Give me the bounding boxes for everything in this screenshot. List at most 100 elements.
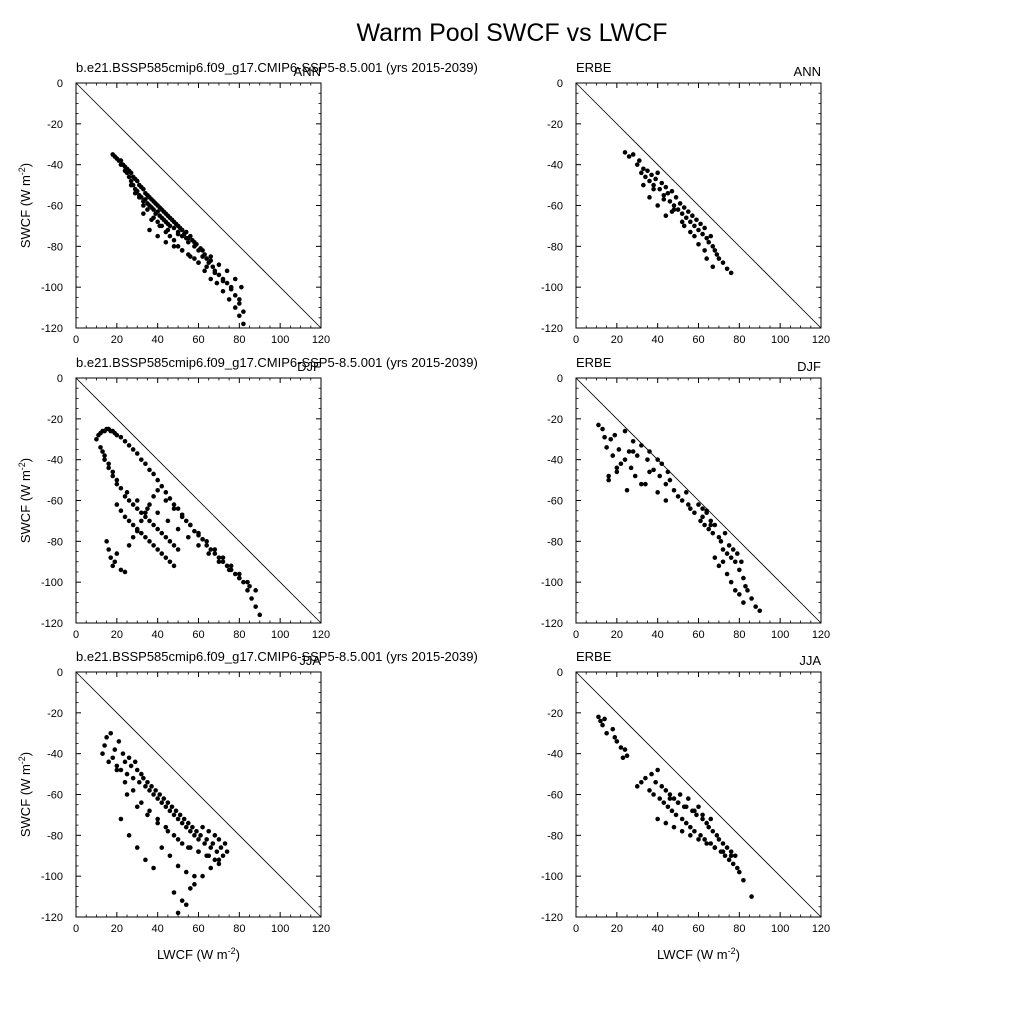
data-point xyxy=(220,288,226,294)
data-point xyxy=(688,229,693,235)
data-point xyxy=(216,272,222,278)
data-point xyxy=(175,863,181,869)
data-point xyxy=(206,828,212,834)
data-point xyxy=(157,792,163,797)
data-point xyxy=(698,221,703,227)
data-point xyxy=(128,170,134,176)
data-point xyxy=(118,767,124,773)
data-point xyxy=(622,150,628,155)
y-tick-label: -20 xyxy=(547,119,563,131)
data-point xyxy=(673,812,679,818)
data-point xyxy=(171,563,177,569)
data-point xyxy=(114,763,120,769)
data-point xyxy=(130,788,136,793)
data-point xyxy=(708,522,714,528)
data-point xyxy=(157,223,163,229)
data-point xyxy=(130,522,136,528)
data-point xyxy=(155,477,160,483)
data-point xyxy=(239,284,244,290)
x-tick-label: 120 xyxy=(312,334,330,346)
data-point xyxy=(657,796,663,801)
y-tick-label: -100 xyxy=(41,282,63,294)
data-point xyxy=(198,833,203,838)
panel-left-label: ERBE xyxy=(576,355,612,370)
data-point xyxy=(734,551,740,556)
data-point xyxy=(720,260,726,265)
y-tick-label: -60 xyxy=(547,201,563,213)
data-point xyxy=(704,841,709,846)
data-point xyxy=(167,559,173,565)
y-tick-label: -100 xyxy=(541,871,563,883)
data-point xyxy=(714,252,720,257)
data-point xyxy=(600,722,605,728)
data-point xyxy=(636,158,642,163)
y-axis-title: SWCF (W m-2) xyxy=(17,163,33,248)
data-point xyxy=(214,849,220,854)
data-point xyxy=(237,575,242,581)
y-axis-title: SWCF (W m-2) xyxy=(17,752,33,837)
data-point xyxy=(141,203,146,208)
data-point xyxy=(179,248,185,253)
data-point xyxy=(183,518,189,524)
data-point xyxy=(202,252,207,257)
data-point xyxy=(165,828,171,834)
data-point xyxy=(657,473,663,479)
data-point xyxy=(726,857,732,863)
data-point xyxy=(712,555,718,560)
data-point xyxy=(204,837,209,842)
data-point xyxy=(147,788,152,793)
data-point xyxy=(151,792,156,797)
y-tick-label: -20 xyxy=(47,708,63,720)
data-point xyxy=(737,592,742,597)
data-point xyxy=(728,853,734,859)
data-point xyxy=(645,168,650,174)
y-tick-label: 0 xyxy=(557,667,563,679)
y-tick-label: -120 xyxy=(541,323,563,335)
data-point xyxy=(134,178,140,184)
data-point xyxy=(622,457,628,462)
data-point xyxy=(726,543,732,548)
data-point xyxy=(128,178,134,184)
data-point xyxy=(155,219,160,225)
data-point xyxy=(702,248,707,253)
data-point xyxy=(145,779,150,785)
data-point xyxy=(136,779,142,785)
data-point xyxy=(147,539,152,544)
data-point xyxy=(720,849,726,854)
data-point xyxy=(118,567,124,573)
data-point xyxy=(224,280,230,286)
data-point xyxy=(196,543,201,548)
data-point xyxy=(155,487,160,493)
data-point xyxy=(179,514,185,520)
x-tick-label: 60 xyxy=(192,629,204,641)
data-point xyxy=(677,792,683,797)
data-point xyxy=(153,788,158,793)
data-point xyxy=(200,824,205,830)
data-point xyxy=(118,158,124,163)
data-point xyxy=(257,612,263,618)
data-point xyxy=(245,588,250,593)
y-tick-label: 0 xyxy=(57,667,63,679)
data-point xyxy=(749,596,754,601)
y-tick-label: -40 xyxy=(47,455,63,467)
data-point xyxy=(124,792,130,797)
panel-right-label: ANN xyxy=(294,64,321,79)
x-tick-label: 120 xyxy=(312,629,330,641)
data-point xyxy=(220,278,226,284)
data-point xyxy=(641,182,646,188)
data-point xyxy=(624,753,630,759)
data-point xyxy=(716,534,722,540)
x-tick-label: 100 xyxy=(271,923,289,935)
data-point xyxy=(208,547,214,552)
panel-right-label: JJA xyxy=(299,653,321,668)
data-point xyxy=(167,539,173,544)
data-point xyxy=(639,481,644,487)
data-point xyxy=(175,910,181,916)
data-point xyxy=(114,477,120,483)
y-tick-label: -120 xyxy=(541,912,563,924)
data-point xyxy=(104,539,109,544)
data-point xyxy=(659,461,665,467)
data-point xyxy=(116,739,122,744)
data-point xyxy=(212,857,218,863)
data-point xyxy=(612,432,618,438)
